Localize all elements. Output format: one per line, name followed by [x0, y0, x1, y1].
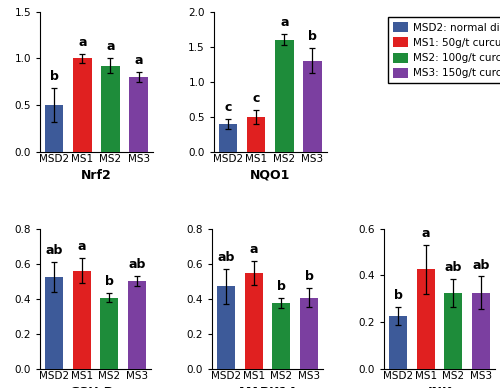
Bar	[73, 58, 92, 152]
Bar	[219, 124, 238, 152]
Text: c: c	[224, 101, 232, 114]
Text: ab: ab	[128, 258, 146, 271]
X-axis label: MAPK14: MAPK14	[238, 386, 296, 388]
Bar	[130, 77, 148, 152]
Text: b: b	[105, 275, 114, 288]
X-axis label: NQO1: NQO1	[250, 168, 290, 182]
Text: b: b	[50, 70, 58, 83]
Text: c: c	[252, 92, 260, 105]
Bar	[304, 61, 322, 152]
Bar	[472, 293, 490, 369]
Text: b: b	[308, 30, 317, 43]
Bar	[416, 269, 434, 369]
Text: a: a	[78, 241, 86, 253]
Text: ab: ab	[472, 258, 490, 272]
Bar	[102, 66, 119, 152]
Text: b: b	[304, 270, 314, 283]
Text: ab: ab	[444, 261, 462, 274]
Text: a: a	[78, 36, 86, 49]
Bar	[300, 298, 318, 369]
Bar	[217, 286, 235, 369]
Text: a: a	[280, 16, 288, 29]
Bar	[244, 273, 262, 369]
Bar	[72, 270, 90, 369]
Text: a: a	[106, 40, 114, 54]
Text: a: a	[134, 54, 143, 68]
Bar	[128, 281, 146, 369]
Bar	[100, 298, 118, 369]
Bar	[389, 316, 407, 369]
Bar	[247, 117, 266, 152]
Bar	[275, 40, 293, 152]
Bar	[45, 277, 63, 369]
X-axis label: Nrf2: Nrf2	[81, 168, 112, 182]
X-axis label: GSH-Px: GSH-Px	[70, 386, 122, 388]
Text: ab: ab	[218, 251, 234, 264]
Text: a: a	[250, 243, 258, 256]
Text: b: b	[394, 289, 402, 302]
Text: b: b	[277, 280, 286, 293]
Text: ab: ab	[46, 244, 62, 257]
Legend: MSD2: normal diet, MS1: 50g/t curcumin, MS2: 100g/t curcumin, MS3: 150g/t curcum: MSD2: normal diet, MS1: 50g/t curcumin, …	[388, 17, 500, 83]
Bar	[272, 303, 290, 369]
Bar	[45, 105, 64, 152]
Bar	[444, 293, 462, 369]
Text: a: a	[422, 227, 430, 240]
X-axis label: JNK: JNK	[427, 386, 452, 388]
